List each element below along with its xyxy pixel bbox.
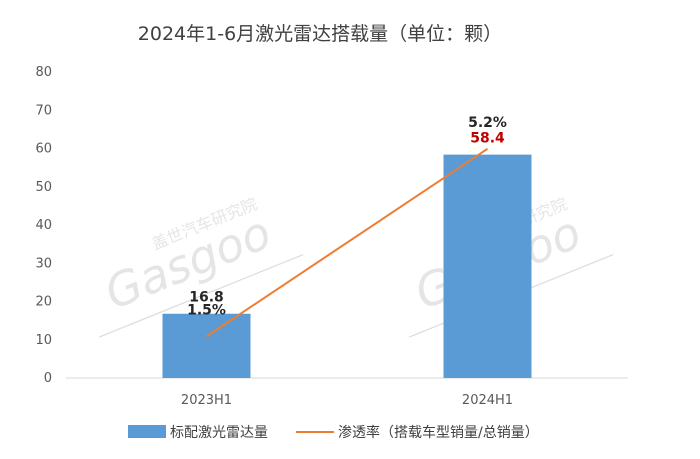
line-data-label: 1.5% <box>187 303 226 319</box>
legend: 标配激光雷达量 渗透率（搭载车型销量/总销量） <box>128 424 539 441</box>
legend-bar-swatch <box>128 425 166 438</box>
y-tick-label: 20 <box>35 295 52 310</box>
legend-line-label: 渗透率（搭载车型销量/总销量） <box>338 424 539 441</box>
y-axis: 0 10 20 30 40 50 60 70 80 <box>35 65 52 386</box>
legend-bar-label: 标配激光雷达量 <box>170 424 268 441</box>
y-tick-label: 30 <box>35 256 52 271</box>
y-tick-label: 0 <box>44 371 52 386</box>
watermark-rule <box>99 254 304 338</box>
watermark-group: Gasgoo盖世汽车研究院Gasgoo盖世汽车研究院 <box>97 194 614 338</box>
y-tick-label: 60 <box>35 142 52 157</box>
y-tick-label: 50 <box>35 180 52 195</box>
y-tick-label: 80 <box>35 65 52 80</box>
y-tick-label: 40 <box>35 218 52 233</box>
bar <box>162 313 251 378</box>
chart-title: 2024年1-6月激光雷达搭载量（单位：颗） <box>138 23 502 45</box>
line-path <box>205 147 489 338</box>
bar-data-label: 16.8 <box>189 290 224 306</box>
line-data-label: 5.2% <box>468 115 507 131</box>
x-tick-label: 2023H1 <box>181 393 232 408</box>
bar-data-label: 58.4 <box>470 131 505 147</box>
line-series: 1.5% 5.2% <box>187 115 507 338</box>
bar-series: 16.8 58.4 <box>162 131 532 378</box>
x-axis: 2023H1 2024H1 <box>66 377 628 408</box>
y-tick-label: 70 <box>35 103 52 118</box>
x-tick-label: 2024H1 <box>462 393 513 408</box>
bar <box>443 154 532 378</box>
y-tick-label: 10 <box>35 333 52 348</box>
